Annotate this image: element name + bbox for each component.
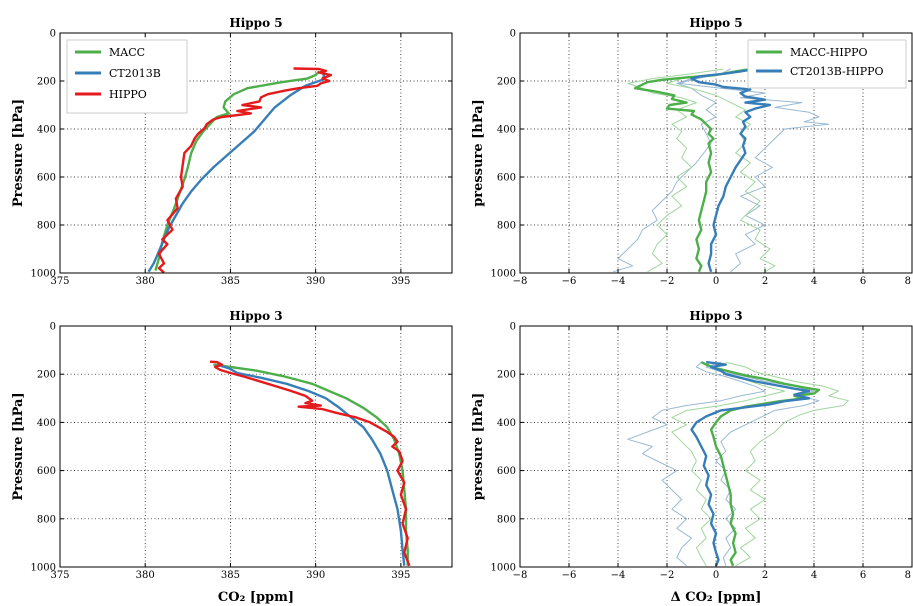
series-line-ct2013b-hippo — [690, 360, 811, 567]
series-line-spread — [678, 68, 830, 273]
panel-1: 375 380 385 390 395 0 200 400 600 800 1000 Hippo 5 P… — [11, 16, 453, 287]
y-tick-label: 800 — [37, 221, 56, 232]
y-tick-label: 1000 — [31, 563, 56, 574]
x-tick-label: −4 — [611, 276, 626, 287]
y-axis-label: pressure [hPa] — [471, 99, 486, 207]
legend-label: CT2013B — [109, 67, 161, 80]
legend: MACC-HIPPO CT2013B-HIPPO — [747, 39, 907, 89]
series-group — [612, 67, 830, 273]
y-axis-label: Pressure [hPa] — [11, 99, 26, 207]
legend: MACC CT2013B HIPPO — [66, 39, 188, 114]
x-tick-label: 390 — [306, 276, 325, 287]
y-tick-label: 1000 — [491, 269, 516, 280]
x-tick-label: 395 — [391, 276, 410, 287]
y-tick-label: 800 — [497, 221, 516, 232]
x-tick-label: −6 — [562, 570, 577, 581]
x-tick-label: −6 — [562, 276, 577, 287]
y-tick-label: 0 — [50, 322, 56, 333]
series-line-spread — [627, 361, 766, 567]
y-tick-label: 400 — [497, 418, 516, 429]
series-line-spread — [612, 68, 731, 273]
x-tick-label: −2 — [660, 570, 675, 581]
legend-label: CT2013B-HIPPO — [790, 65, 884, 78]
legend-label: HIPPO — [109, 88, 147, 101]
y-tick-label: 600 — [37, 173, 56, 184]
y-tick-label: 200 — [37, 77, 56, 88]
series-group — [209, 360, 411, 567]
x-tick-label: 395 — [391, 570, 410, 581]
plot-frame — [59, 325, 453, 568]
panel-title: Hippo 3 — [689, 309, 742, 323]
series-line-hippo — [157, 67, 333, 273]
x-axis-label-left: CO₂ [ppm] — [218, 590, 294, 605]
x-tick-label: 390 — [306, 570, 325, 581]
x-tick-label: 8 — [905, 570, 911, 581]
plot-frame — [59, 32, 453, 274]
series-line-ct2013b — [216, 363, 406, 566]
x-tick-label: 375 — [50, 276, 69, 287]
x-tick-label: −8 — [513, 570, 528, 581]
x-tick-label: 8 — [905, 276, 911, 287]
x-tick-label: −8 — [513, 276, 528, 287]
y-tick-label: 400 — [37, 418, 56, 429]
series-line-spread — [671, 361, 786, 567]
series-line-macc — [213, 363, 409, 566]
x-tick-label: 4 — [811, 276, 817, 287]
x-tick-label: 2 — [762, 276, 768, 287]
y-tick-label: 200 — [497, 77, 516, 88]
grid — [520, 33, 912, 273]
x-tick-label: 380 — [136, 276, 155, 287]
y-tick-label: 800 — [497, 514, 516, 525]
legend-label: MACC-HIPPO — [790, 46, 868, 59]
y-tick-label: 800 — [37, 514, 56, 525]
x-tick-label: 0 — [713, 570, 719, 581]
y-axis-label: pressure [hPa] — [471, 393, 486, 501]
y-tick-label: 0 — [50, 29, 56, 40]
panel-4: −8 −6 −4 −2 0 2 4 6 8 0 200 400 600 800 1000 Hippo 3 pre… — [471, 309, 913, 581]
x-tick-label: 385 — [221, 570, 240, 581]
y-tick-label: 400 — [497, 125, 516, 136]
x-axis-label-right: Δ CO₂ [ppm] — [671, 590, 762, 605]
x-tick-label: 4 — [811, 570, 817, 581]
series-line-macc-hippo — [700, 361, 821, 567]
x-tick-label: 375 — [50, 570, 69, 581]
y-axis-label: Pressure [hPa] — [11, 392, 26, 500]
series-group — [147, 67, 333, 273]
y-tick-label: 1000 — [31, 269, 56, 280]
x-tick-label: 2 — [762, 570, 768, 581]
x-tick-label: −4 — [611, 570, 626, 581]
legend-box — [747, 39, 907, 89]
y-tick-label: 200 — [37, 370, 56, 381]
x-tick-label: 0 — [713, 276, 719, 287]
y-tick-label: 600 — [497, 173, 516, 184]
y-tick-label: 600 — [37, 466, 56, 477]
x-tick-label: 380 — [136, 570, 155, 581]
y-tick-label: 600 — [497, 466, 516, 477]
series-line-hippo — [209, 360, 411, 567]
series-line-spread — [725, 361, 849, 567]
series-group — [627, 360, 849, 567]
series-line-ct2013b-hippo — [690, 67, 772, 273]
legend-label: MACC — [109, 46, 145, 59]
grid — [60, 326, 452, 567]
x-tick-label: 6 — [860, 570, 866, 581]
panel-title: Hippo 5 — [229, 16, 282, 30]
panel-title: Hippo 5 — [689, 16, 742, 30]
y-tick-label: 0 — [510, 322, 516, 333]
y-tick-label: 1000 — [491, 563, 516, 574]
panel-2: −8 −6 −4 −2 0 2 4 6 8 0 200 400 600 800 1000 Hippo 5 pre… — [471, 16, 913, 287]
x-tick-label: 385 — [221, 276, 240, 287]
y-tick-label: 0 — [510, 29, 516, 40]
x-tick-label: −2 — [660, 276, 675, 287]
y-tick-label: 200 — [497, 370, 516, 381]
x-tick-label: 6 — [860, 276, 866, 287]
panel-title: Hippo 3 — [229, 309, 282, 323]
y-tick-label: 400 — [37, 125, 56, 136]
panel-3: 375 380 385 390 395 0 200 400 600 800 1000 Hippo 3 P… — [11, 309, 453, 581]
series-line-macc-hippo — [633, 67, 753, 273]
